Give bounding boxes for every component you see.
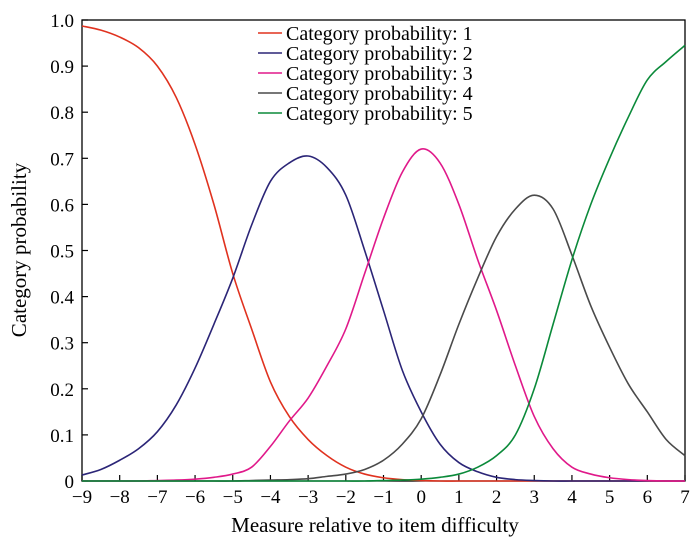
y-tick-label: 0.7 [50, 149, 74, 170]
legend-label-2: Category probability: 2 [286, 43, 473, 65]
y-tick-label: 0.5 [50, 242, 74, 263]
y-tick-label: 0.6 [50, 195, 74, 216]
y-tick-label: 0 [65, 472, 75, 493]
y-axis-label: Category probability [7, 162, 31, 337]
y-axis: 0 0.1 0.2 0.3 0.4 0.5 0.6 0.7 0.8 0.9 1.0 [50, 11, 88, 493]
y-tick-label: 0.2 [50, 380, 74, 401]
y-tick-label: 0.8 [50, 103, 74, 124]
x-tick-label: −5 [223, 487, 243, 508]
y-tick-label: 0.4 [50, 288, 74, 309]
x-tick-label: 7 [680, 487, 690, 508]
series-line-2 [81, 155, 685, 482]
series-line-4 [82, 194, 686, 482]
x-tick-label: −4 [260, 487, 281, 508]
y-tick-label: 0.9 [50, 57, 74, 78]
x-axis-label: Measure relative to item difficulty [231, 513, 519, 537]
x-tick-label: −8 [110, 487, 130, 508]
x-tick-label: 6 [643, 487, 653, 508]
y-tick-label: 0.1 [50, 426, 74, 447]
legend-label-1: Category probability: 1 [286, 23, 473, 45]
x-tick-label: −3 [298, 487, 318, 508]
series-group [81, 25, 686, 482]
x-tick-label: 5 [605, 487, 615, 508]
x-tick-label: −6 [185, 487, 205, 508]
x-tick-label: 3 [530, 487, 540, 508]
x-tick-label: 2 [492, 487, 502, 508]
x-tick-label: −7 [147, 487, 167, 508]
series-line-3 [82, 148, 686, 482]
series-line-5 [82, 44, 686, 482]
x-tick-label: −9 [72, 487, 92, 508]
legend-label-3: Category probability: 3 [286, 63, 473, 85]
x-tick-label: −2 [336, 487, 356, 508]
x-tick-label: 1 [454, 487, 464, 508]
x-tick-label: 4 [567, 487, 577, 508]
x-tick-label: −1 [373, 487, 393, 508]
legend-label-5: Category probability: 5 [286, 103, 473, 125]
y-tick-label: 1.0 [50, 11, 74, 32]
y-tick-label: 0.3 [50, 334, 74, 355]
x-tick-label: 0 [416, 487, 426, 508]
legend-label-4: Category probability: 4 [286, 83, 473, 105]
